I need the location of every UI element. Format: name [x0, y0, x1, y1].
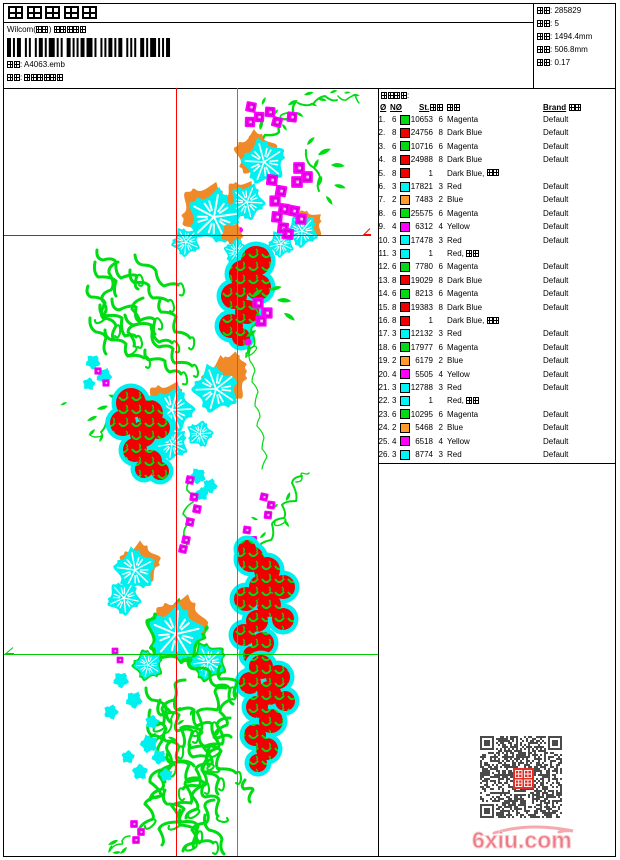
svg-text:6xiu.com: 6xiu.com — [472, 827, 572, 853]
